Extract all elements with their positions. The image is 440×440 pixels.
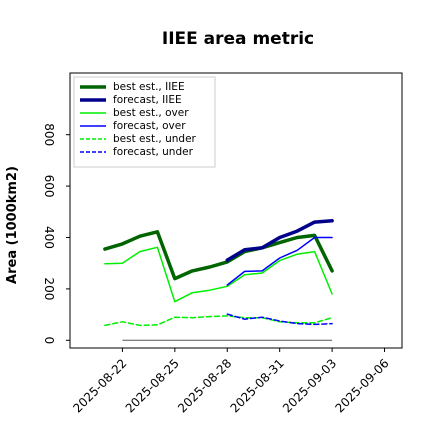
legend-box (73, 76, 216, 168)
legend-label: best est., under (113, 133, 197, 145)
y-tick-label: 600 (42, 175, 56, 198)
series-line-2 (225, 219, 334, 262)
y-tick-label: 400 (42, 226, 56, 249)
x-tick-label: 2025-08-25 (123, 356, 182, 415)
legend-label: best est., over (113, 107, 189, 119)
series-line-6 (226, 313, 333, 326)
series-line-4 (226, 236, 333, 286)
x-tick-label: 2025-09-03 (280, 356, 339, 415)
x-tick-label: 2025-08-22 (70, 356, 129, 415)
legend-label: forecast, over (113, 120, 186, 132)
x-tick-label: 2025-08-31 (228, 356, 287, 415)
legend-label: forecast, IIEE (113, 94, 182, 106)
y-tick-label: 800 (42, 123, 56, 146)
y-axis-label: Area (1000km2) (5, 166, 20, 284)
legend-label: best est., IIEE (113, 81, 185, 93)
series-line-1 (103, 230, 334, 281)
y-tick-label: 200 (42, 277, 56, 300)
x-tick-label: 2025-08-28 (175, 356, 234, 415)
legend-label: forecast, under (113, 146, 194, 158)
x-tick-label: 2025-09-06 (332, 356, 391, 415)
chart-title: IIEE area metric (162, 29, 314, 49)
series-line-3 (104, 246, 333, 303)
y-tick-label: 0 (42, 336, 56, 344)
plot-area (69, 72, 403, 349)
